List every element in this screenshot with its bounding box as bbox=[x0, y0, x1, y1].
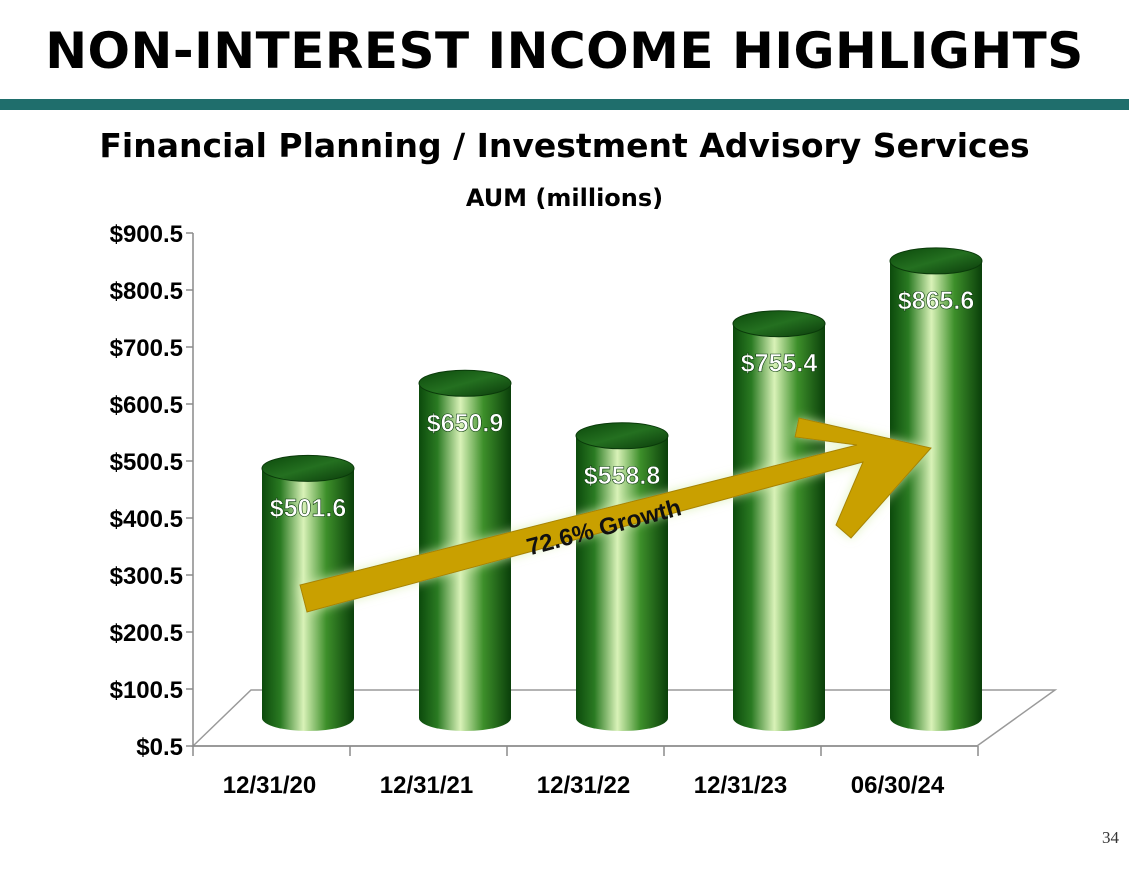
title-divider bbox=[0, 99, 1129, 110]
x-axis: 12/31/20 12/31/21 12/31/22 12/31/23 06/30/24 bbox=[192, 745, 979, 799]
chart-subtitle: AUM (millions) bbox=[465, 184, 664, 212]
y-tick-label: $200.5 bbox=[110, 620, 183, 647]
y-tick-label: $300.5 bbox=[110, 563, 183, 590]
y-tick-label: $900.5 bbox=[110, 221, 183, 248]
x-tick-label: 12/31/20 bbox=[223, 772, 316, 799]
y-tick-label: $800.5 bbox=[110, 278, 183, 305]
y-tick-label: $700.5 bbox=[110, 335, 183, 362]
bar-5 bbox=[889, 247, 983, 731]
x-tick-label: 06/30/24 bbox=[851, 772, 945, 799]
x-tick-label: 12/31/21 bbox=[380, 772, 473, 799]
data-label: $650.9 bbox=[427, 409, 503, 437]
bar-cap bbox=[889, 247, 983, 275]
y-tick-label: $500.5 bbox=[110, 449, 183, 476]
growth-arrow-shape bbox=[299, 417, 932, 613]
page-number: 34 bbox=[1102, 828, 1119, 847]
data-label: $501.6 bbox=[270, 494, 346, 522]
y-tick-label: $100.5 bbox=[110, 677, 183, 704]
growth-arrow-body bbox=[299, 417, 932, 613]
y-tick-label: $600.5 bbox=[110, 392, 183, 419]
slide-title: NON-INTEREST INCOME HIGHLIGHTS bbox=[45, 22, 1084, 80]
y-axis: $0.5 $100.5 $200.5 $300.5 $400.5 $500.5 $600.5… bbox=[110, 221, 194, 761]
data-label: $865.6 bbox=[898, 287, 974, 315]
x-tick-label: 12/31/23 bbox=[694, 772, 787, 799]
bar-body bbox=[890, 260, 982, 731]
y-tick-label: $400.5 bbox=[110, 506, 183, 533]
data-label: $755.4 bbox=[741, 350, 818, 378]
bar-body bbox=[733, 323, 825, 731]
y-tick-label: $0.5 bbox=[136, 734, 183, 761]
bar-cap bbox=[732, 310, 826, 338]
data-labels: $501.6 $650.9 $558.8 $755.4 $865.6 bbox=[269, 287, 974, 523]
x-tick-label: 12/31/22 bbox=[537, 772, 630, 799]
chart-title: Financial Planning / Investment Advisory… bbox=[99, 126, 1030, 165]
bar-cap bbox=[418, 369, 512, 397]
data-label: $558.8 bbox=[584, 462, 661, 490]
bar-cap bbox=[575, 422, 669, 450]
bar-cap bbox=[261, 454, 355, 482]
